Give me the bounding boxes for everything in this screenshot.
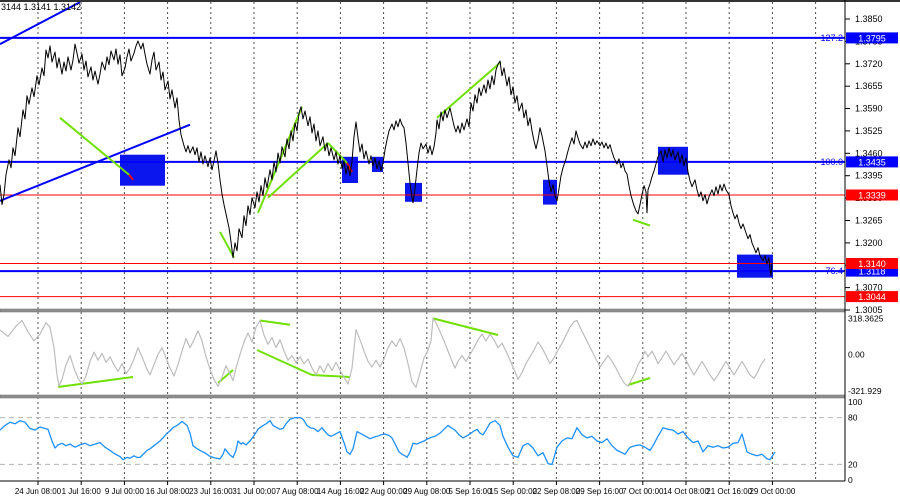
price-gridline-label: 1.3395	[855, 171, 883, 181]
time-axis-label: 31 Jul 00:00	[232, 487, 276, 496]
price-gridline-label: 1.3460	[855, 148, 883, 158]
stoch-scale-label: 100	[848, 397, 862, 407]
cci-impulse-line[interactable]	[256, 349, 313, 376]
level-price-tag-label: 1.3118	[859, 267, 886, 277]
time-axis-label: 9 Jul 00:00	[105, 487, 145, 496]
time-axis-label: 14 Oct 08:00	[663, 487, 709, 496]
level-price-tag-label: 1.3044	[858, 292, 886, 302]
level-price-tag	[846, 189, 898, 201]
impulse-line[interactable]	[632, 218, 651, 227]
cci-line	[0, 317, 766, 388]
panel-separator[interactable]	[0, 394, 846, 399]
stoch-scale-label: 20	[848, 459, 858, 469]
impulse-line[interactable]	[128, 174, 134, 181]
level-price-tag-label: 1.3339	[858, 191, 886, 201]
time-axis-label: 29 Oct 00:00	[749, 487, 795, 496]
time-axis-label: 14 Aug 16:00	[317, 487, 365, 496]
cci-impulse-line[interactable]	[432, 317, 499, 336]
price-gridline-label: 1.3265	[855, 216, 883, 226]
level-price-tag-label: 1.3435	[858, 157, 886, 167]
price-gridline-label: 1.3720	[855, 59, 883, 69]
stoch-scale-label: 80	[848, 413, 858, 423]
trendline[interactable]	[0, 1, 81, 45]
fib-level-label: 127.2	[820, 33, 843, 43]
impulse-line[interactable]	[267, 142, 329, 199]
order-block-rect[interactable]	[405, 182, 422, 202]
level-price-tag	[846, 265, 898, 277]
time-axis-label: 29 Sep 16:00	[576, 487, 624, 496]
fib-level-label: 100.0	[820, 157, 843, 167]
time-axis-label: 29 Aug 08:00	[403, 487, 451, 496]
time-axis-label: 7 Aug 08:00	[276, 487, 319, 496]
price-gridline-label: 1.3590	[855, 104, 883, 114]
trendline[interactable]	[0, 123, 191, 202]
time-axis-label: 21 Oct 16:00	[706, 487, 752, 496]
panel-separator[interactable]	[0, 308, 846, 313]
order-block-rect[interactable]	[737, 254, 773, 278]
stoch-scale-label: 0	[848, 475, 853, 485]
time-axis-label: 7 Oct 00:00	[622, 487, 664, 496]
level-price-tag	[846, 156, 898, 168]
cci-scale-label: -321.929	[848, 386, 882, 396]
impulse-line[interactable]	[59, 117, 130, 176]
order-block-rect[interactable]	[372, 156, 383, 172]
fib-level-label: 76.4	[825, 266, 843, 276]
level-price-tag	[846, 258, 898, 269]
price-line	[0, 40, 773, 277]
level-price-tag	[846, 291, 898, 303]
impulse-line[interactable]	[436, 61, 502, 119]
impulse-line[interactable]	[327, 142, 348, 164]
level-price-tag	[846, 32, 898, 44]
time-axis-label: 16 Jul 08:00	[146, 487, 190, 496]
cci-scale-label: 318.3625	[848, 313, 884, 323]
price-gridline-label: 1.3005	[855, 305, 883, 315]
cci-impulse-line[interactable]	[627, 377, 651, 386]
time-axis-label: 24 Jun 08:00	[15, 487, 62, 496]
time-axis-label: 5 Sep 16:00	[448, 487, 492, 496]
price-gridline-label: 1.3525	[855, 126, 883, 136]
price-gridline-label: 1.3655	[855, 81, 883, 91]
time-axis-label: 23 Jul 16:00	[189, 487, 233, 496]
order-block-rect[interactable]	[120, 154, 165, 186]
price-gridline-label: 1.3200	[855, 238, 883, 248]
price-gridline-label: 1.3070	[855, 283, 883, 293]
cci-impulse-line[interactable]	[57, 376, 134, 388]
impulse-line[interactable]	[219, 231, 235, 259]
order-block-rect[interactable]	[543, 179, 557, 205]
symbol-quote-info: 3144 1.3141 1.3142	[1, 2, 82, 12]
cci-scale-label: 0.00	[848, 350, 865, 360]
stoch-line	[0, 416, 776, 466]
time-axis-label: 22 Aug 00:00	[360, 487, 408, 496]
level-price-tag-label: 1.3140	[858, 259, 886, 269]
cci-impulse-line[interactable]	[259, 319, 291, 326]
time-axis-label: 22 Sep 08:00	[533, 487, 581, 496]
level-price-tag-label: 1.3795	[858, 33, 886, 43]
time-axis-label: 1 Jul 16:00	[62, 487, 102, 496]
price-gridline-label: 1.3850	[855, 14, 883, 24]
time-axis-label: 15 Sep 00:00	[489, 487, 537, 496]
